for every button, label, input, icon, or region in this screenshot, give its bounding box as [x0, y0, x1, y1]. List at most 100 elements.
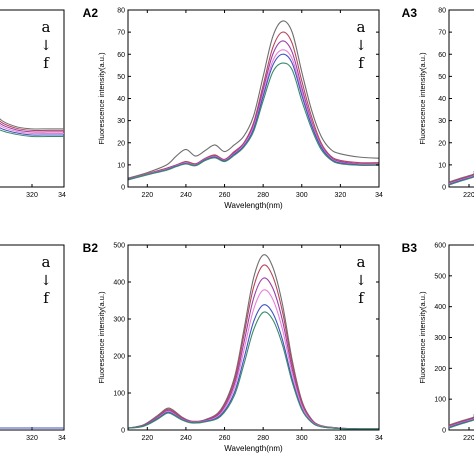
- series-line-c: [448, 415, 474, 427]
- series-line-e: [448, 416, 474, 428]
- x-tick-label: 300: [296, 435, 308, 442]
- x-tick-label: 220: [463, 435, 474, 442]
- annotation-arrow: ↓: [355, 273, 367, 289]
- annotation-f: f: [43, 289, 50, 307]
- panel-b3: B3 0 100 200 300 400 500 600 Fluorescence intens…: [402, 241, 474, 442]
- panel-label: B2: [83, 241, 99, 255]
- y-tick-label: 20: [117, 140, 125, 147]
- plot-frame: [448, 9, 474, 188]
- series-line-f: [448, 417, 474, 429]
- annotation-arrow: ↓: [355, 38, 367, 54]
- panel-left-top: 320 34 a ↓f: [0, 9, 66, 199]
- x-tick-label: 260: [219, 435, 231, 442]
- x-tick-label: 260: [219, 192, 231, 199]
- annotation-a: a: [357, 18, 366, 36]
- y-tick-label: 10: [438, 162, 446, 169]
- x-axis-label: Wavelength(nm): [224, 201, 283, 210]
- x-axis-label: Wavelength(nm): [224, 444, 283, 453]
- panel-label: A2: [83, 6, 99, 20]
- y-axis-label: Fluorescence intensity(a.u.): [418, 52, 427, 145]
- series-line-a: [448, 171, 474, 183]
- panel-a3: A3 0 10 20 30 40 50 60 70 80 Fluorescence intensit…: [402, 6, 474, 199]
- y-tick-label: 200: [434, 366, 446, 373]
- y-tick-label: 80: [117, 8, 125, 15]
- series-line-a: [448, 414, 474, 426]
- y-tick-label: 100: [434, 397, 446, 404]
- x-tick-label: 34: [58, 435, 66, 442]
- annotation-a: a: [357, 253, 366, 271]
- y-tick-label: 200: [113, 354, 125, 361]
- panel-a2: 220 240 260 280 300 320 3401020304050607080Wav…: [83, 6, 383, 210]
- x-tick-label: 300: [296, 192, 308, 199]
- y-tick-label: 0: [442, 428, 446, 435]
- annotation-f: f: [358, 54, 365, 72]
- x-tick-label: 34: [375, 435, 383, 442]
- series-line-b: [0, 120, 64, 132]
- x-tick-label: 240: [180, 192, 192, 199]
- series-line-c: [127, 40, 380, 180]
- series-line-d: [448, 415, 474, 428]
- y-tick-label: 500: [113, 243, 125, 250]
- x-tick-label: 34: [58, 192, 66, 199]
- plot-frame: [0, 9, 65, 188]
- y-tick-label: 300: [434, 335, 446, 342]
- y-tick-label: 0: [121, 185, 125, 192]
- series-line-c: [448, 172, 474, 184]
- series-line-b: [448, 171, 474, 184]
- x-tick-label: 320: [26, 192, 38, 199]
- series-line-f: [127, 62, 380, 181]
- series-line-a: [127, 254, 380, 430]
- y-tick-label: 50: [117, 74, 125, 81]
- series-line-b: [127, 31, 380, 180]
- y-tick-label: 20: [438, 140, 446, 147]
- y-tick-label: 60: [117, 52, 125, 59]
- panel-left-bottom: 320 34 a ↓f: [0, 244, 66, 442]
- series-line-d: [127, 289, 380, 430]
- y-tick-label: 500: [434, 273, 446, 280]
- y-tick-label: 40: [117, 96, 125, 103]
- annotation-arrow: ↓: [40, 273, 52, 289]
- y-tick-label: 30: [117, 118, 125, 125]
- x-tick-label: 320: [26, 435, 38, 442]
- x-tick-label: 280: [257, 435, 269, 442]
- y-tick-label: 400: [113, 280, 125, 287]
- y-tick-label: 40: [438, 96, 446, 103]
- annotation-a: a: [42, 18, 51, 36]
- panel-label: B3: [402, 241, 418, 255]
- x-tick-label: 320: [335, 435, 347, 442]
- plot-frame: [127, 244, 380, 431]
- plot-frame: [448, 244, 474, 431]
- x-tick-label: 240: [180, 435, 192, 442]
- y-tick-label: 10: [117, 162, 125, 169]
- series-line-d: [0, 124, 64, 135]
- annotation-f: f: [43, 54, 50, 72]
- y-axis-label: Fluorescence intensity(a.u.): [418, 291, 427, 384]
- y-tick-label: 100: [113, 391, 125, 398]
- series-line-a: [0, 118, 64, 130]
- series-line-e: [448, 173, 474, 185]
- x-tick-label: 34: [375, 192, 383, 199]
- y-tick-label: 30: [438, 118, 446, 125]
- panel-label: A3: [402, 6, 418, 20]
- y-tick-label: 70: [438, 30, 446, 37]
- y-tick-label: 80: [438, 8, 446, 15]
- series-line-b: [127, 264, 380, 430]
- annotation-arrow: ↓: [40, 38, 52, 54]
- x-tick-label: 280: [257, 192, 269, 199]
- y-tick-label: 50: [438, 74, 446, 81]
- y-axis-label: Fluorescence intensity(a.u.): [97, 291, 106, 384]
- series-line-d: [448, 172, 474, 185]
- y-tick-label: 60: [438, 52, 446, 59]
- x-tick-label: 220: [463, 192, 474, 199]
- y-tick-label: 400: [434, 304, 446, 311]
- series-line-f: [0, 129, 64, 138]
- plot-frame: [0, 244, 65, 431]
- x-tick-label: 220: [141, 192, 153, 199]
- series-line-f: [127, 311, 380, 430]
- x-tick-label: 320: [335, 192, 347, 199]
- y-tick-label: 0: [121, 428, 125, 435]
- y-tick-label: 70: [117, 30, 125, 37]
- series-line-e: [0, 127, 64, 136]
- panel-b2: 220 240 260 280 300 320 340100200300400500Wave…: [83, 241, 383, 453]
